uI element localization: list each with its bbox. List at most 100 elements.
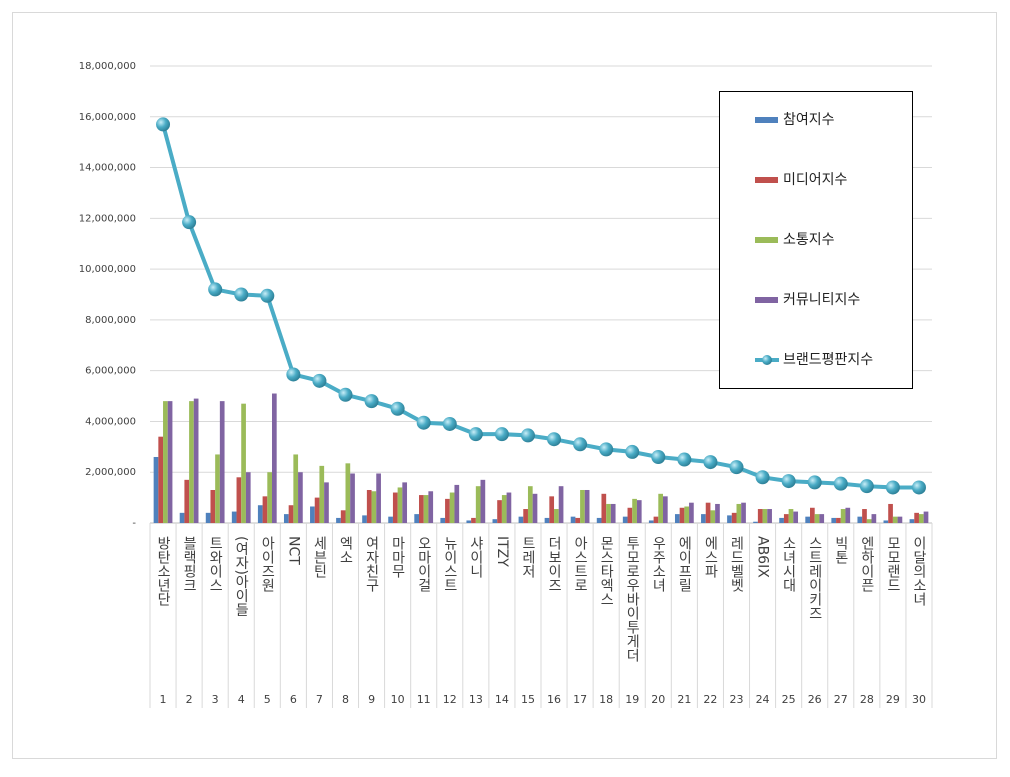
category-label: 빅톤: [833, 536, 849, 564]
legend-swatch: [755, 237, 778, 243]
bar: [883, 520, 889, 523]
rank-label: 19: [625, 693, 639, 706]
bar: [788, 509, 794, 523]
category-label: 뉴이스트: [442, 536, 458, 592]
bar: [636, 500, 642, 523]
bar: [741, 502, 746, 523]
line-marker: [703, 455, 718, 470]
bar: [909, 519, 915, 523]
line-marker: [182, 215, 197, 230]
bar: [231, 511, 237, 523]
bar: [715, 503, 720, 523]
bar: [428, 491, 434, 523]
bar: [871, 514, 877, 523]
rank-label: 15: [521, 693, 535, 706]
bar: [627, 507, 633, 523]
bar: [762, 509, 768, 523]
bar: [727, 515, 732, 523]
legend-swatch: [762, 355, 772, 365]
bar: [810, 507, 815, 523]
line-marker: [520, 428, 535, 443]
bar: [648, 520, 654, 523]
category-label: 트와이스: [207, 536, 223, 592]
bar: [596, 517, 602, 523]
bar: [845, 507, 851, 523]
line-marker: [156, 117, 171, 132]
bar: [610, 503, 616, 523]
rank-label: 1: [160, 693, 167, 706]
category-label: 샤이니: [468, 536, 484, 578]
bar: [153, 456, 159, 523]
line-marker: [494, 427, 509, 442]
rank-label: 2: [186, 693, 193, 706]
bar: [492, 519, 498, 523]
bar: [336, 517, 341, 523]
bar: [293, 454, 299, 523]
line-marker: [651, 449, 666, 464]
bar: [793, 511, 799, 523]
bar: [918, 514, 924, 523]
rank-label: 26: [808, 693, 822, 706]
bar: [423, 495, 429, 523]
bar: [701, 514, 706, 523]
bar: [184, 479, 190, 523]
bar: [193, 398, 199, 523]
bar: [662, 496, 668, 523]
bar: [189, 401, 194, 523]
y-tick-label: 12,000,000: [79, 213, 136, 224]
legend-label: 브랜드평판지수: [783, 352, 873, 368]
bar: [414, 514, 420, 523]
rank-label: 11: [417, 693, 431, 706]
bar: [632, 498, 637, 523]
bar: [549, 496, 555, 523]
rank-label: 27: [834, 693, 848, 706]
legend-swatch: [755, 177, 778, 183]
category-label: 아이즈원: [259, 536, 275, 592]
bar: [518, 516, 524, 523]
bar: [836, 517, 841, 523]
category-label: ITZY: [494, 536, 510, 567]
line-marker: [885, 480, 900, 495]
bar: [862, 509, 867, 523]
category-label: 이달의소녀: [911, 536, 927, 606]
rank-label: 23: [730, 693, 744, 706]
category-label: AB6IX: [755, 536, 771, 578]
line-marker: [599, 442, 614, 457]
bar: [454, 484, 460, 523]
bar: [179, 512, 185, 523]
bar: [445, 498, 450, 523]
category-label: 에스파: [702, 536, 718, 578]
bar: [575, 517, 581, 523]
legend-label: 미디어지수: [783, 172, 848, 188]
y-tick-label: 18,000,000: [79, 61, 136, 72]
category-label: 에이프릴: [676, 536, 692, 592]
bar: [674, 514, 680, 523]
y-tick-label: 8,000,000: [85, 315, 136, 326]
bar: [362, 515, 367, 523]
legend-label: 커뮤니티지수: [783, 292, 860, 308]
bar: [736, 503, 742, 523]
bar: [705, 502, 711, 523]
bar: [402, 482, 408, 523]
line-marker: [859, 479, 874, 494]
category-label: 블랙핑크: [181, 536, 197, 592]
bar: [392, 492, 398, 523]
rank-label: 25: [782, 693, 796, 706]
bar: [388, 516, 393, 523]
rank-label: 7: [316, 693, 323, 706]
legend-swatch: [755, 297, 778, 303]
bar: [480, 479, 486, 523]
rank-label: 13: [469, 693, 483, 706]
bar: [689, 502, 694, 523]
bar: [814, 514, 820, 523]
category-label: 트레저: [520, 536, 536, 578]
bar: [506, 492, 512, 523]
rank-label: 10: [391, 693, 405, 706]
line-marker: [547, 432, 562, 447]
category-label: 레드벨벳: [729, 536, 745, 592]
bar: [584, 489, 590, 523]
rank-label: 3: [212, 693, 219, 706]
category-label: 투모로우바이투게더: [624, 536, 640, 662]
line-marker: [911, 480, 926, 495]
